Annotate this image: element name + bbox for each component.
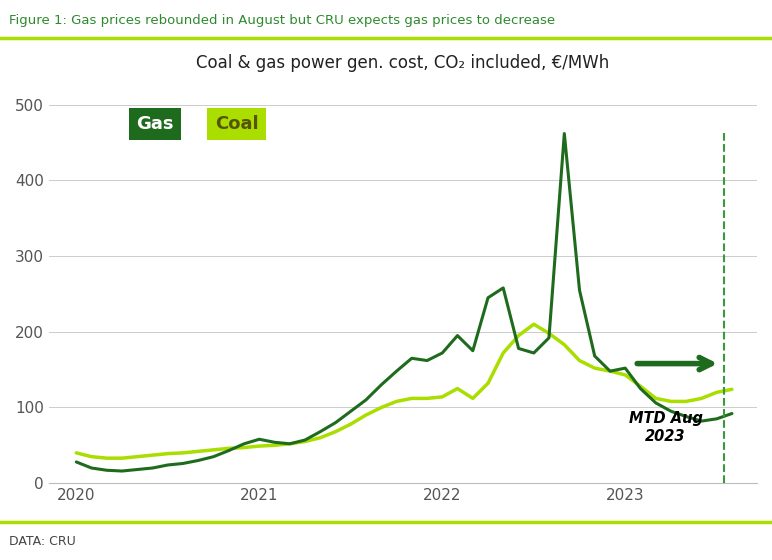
Text: MTD Aug
2023: MTD Aug 2023 [628, 412, 703, 444]
Text: Gas: Gas [137, 115, 174, 133]
Text: Coal: Coal [215, 115, 259, 133]
Title: Coal & gas power gen. cost, CO₂ included, €/MWh: Coal & gas power gen. cost, CO₂ included… [196, 54, 610, 72]
Text: DATA: CRU: DATA: CRU [9, 535, 76, 548]
Text: Figure 1: Gas prices rebounded in August but CRU expects gas prices to decrease: Figure 1: Gas prices rebounded in August… [9, 14, 555, 27]
